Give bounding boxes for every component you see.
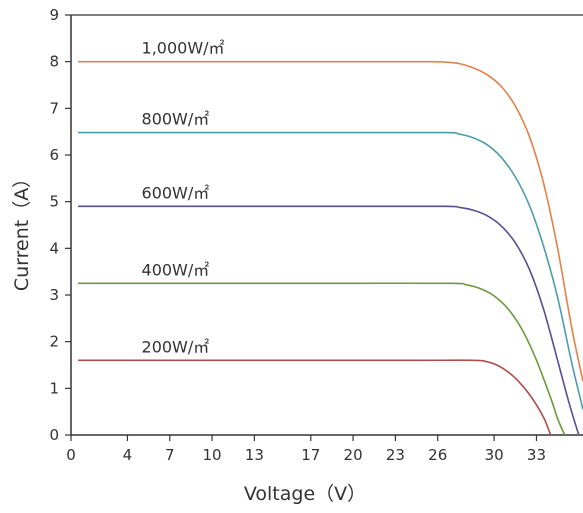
y-tick-label: 4: [49, 239, 59, 257]
x-tick-label: 20: [344, 446, 363, 464]
x-tick-label: 0: [66, 446, 76, 464]
series-label: 400W/㎡: [142, 260, 210, 279]
x-tick-label: 17: [301, 446, 320, 464]
x-tick-label: 7: [165, 446, 175, 464]
x-tick-label: 33: [527, 446, 546, 464]
y-tick-label: 9: [49, 6, 59, 24]
series-line: [78, 131, 583, 410]
y-tick-label: 0: [49, 426, 59, 444]
y-tick-label: 2: [49, 333, 59, 351]
y-tick-label: 3: [49, 286, 59, 304]
series-labels: 1,000W/㎡ 800W/㎡ 600W/㎡ 400W/㎡ 200W/㎡: [142, 39, 225, 357]
y-tick-label: 5: [49, 193, 59, 211]
series-label: 600W/㎡: [142, 183, 210, 202]
series-label: 1,000W/㎡: [142, 39, 225, 58]
series-line: [78, 282, 566, 436]
y-axis-title: Current（A）: [11, 169, 33, 291]
x-axis: 0 4 7 10 13 17 20 23 26 30 33: [66, 434, 583, 464]
series-label: 800W/㎡: [142, 110, 210, 129]
y-tick-label: 8: [49, 53, 59, 71]
x-tick-label: 26: [428, 446, 447, 464]
x-tick-label: 4: [123, 446, 133, 464]
series-label: 200W/㎡: [142, 337, 210, 356]
series-line: [78, 60, 583, 382]
y-tick-label: 6: [49, 146, 59, 164]
series-line: [78, 205, 580, 436]
y-axis: 0 1 2 3 4 5 6 7 8 9: [49, 6, 583, 444]
series-lines: [78, 60, 583, 436]
x-axis-title: Voltage（V）: [244, 483, 366, 505]
x-tick-label: 23: [386, 446, 405, 464]
x-tick-label: 10: [202, 446, 221, 464]
series-line: [78, 359, 552, 436]
x-tick-label: 13: [245, 446, 264, 464]
y-tick-label: 7: [49, 99, 59, 117]
y-tick-label: 1: [49, 379, 59, 397]
x-tick-label: 30: [485, 446, 504, 464]
